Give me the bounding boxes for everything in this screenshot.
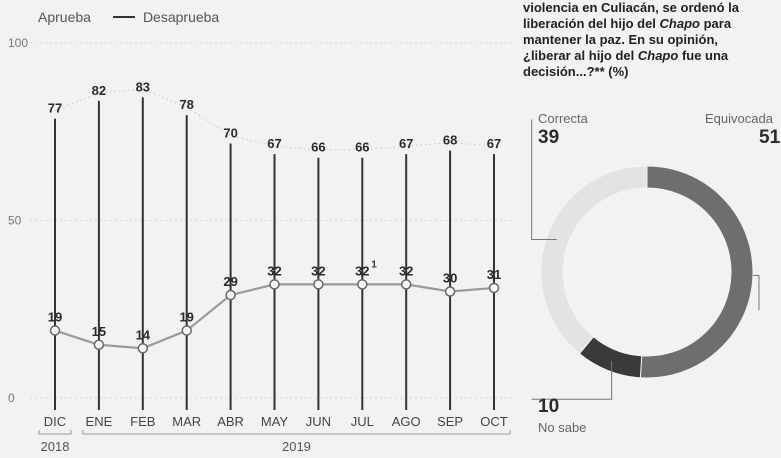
leader-line: [531, 361, 613, 400]
approval-line-chart: 0 50 100 77 82 83 78 70 67 66 66 67 68 67 19 15 14 19 29 32…: [8, 36, 512, 454]
donut-slice-equivocada: [639, 165, 754, 379]
approve-point-sep: [444, 286, 456, 297]
approve-point-oct: [488, 282, 500, 294]
approve-point-feb: [137, 343, 149, 354]
approve-point-jun: [313, 279, 324, 290]
approve-value-label: 32: [355, 263, 369, 278]
y-tick-label: 50: [8, 214, 22, 228]
question-line-2: liberación del hijo del Chapo para: [523, 16, 773, 32]
question-line-4: ¿liberar al hijo del Chapo fue una: [523, 48, 773, 64]
donut-slice-correcta: [540, 165, 648, 355]
x-tick-label-dic: DIC: [44, 414, 66, 429]
disapprove-value-label: 83: [136, 79, 150, 94]
x-tick-label-feb: FEB: [130, 414, 155, 429]
legend-disapprove-line-icon: [112, 16, 135, 18]
donut-value-correcta: 39: [538, 127, 560, 148]
x-tick-label-abr: ABR: [217, 414, 244, 429]
approve-point-dic: [49, 325, 61, 336]
disapprove-value-label: 67: [487, 136, 501, 151]
year-label: 2018: [41, 439, 70, 454]
y-tick-label: 100: [8, 36, 28, 50]
survey-question: violencia en Culiacán, se ordenó la libe…: [523, 0, 773, 80]
question-line-5: decisión...?** (%): [523, 64, 629, 79]
question-line-2-b: para: [699, 16, 732, 31]
disapprove-value-label: 66: [311, 140, 325, 155]
donut-value-equivocada: 51: [759, 127, 781, 148]
approve-point-may: [269, 279, 280, 290]
approve-value-label: 19: [179, 310, 193, 325]
x-tick-label-ago: AGO: [392, 414, 421, 429]
disapprove-value-label: 67: [399, 136, 413, 151]
y-tick-label: 0: [8, 391, 15, 405]
approve-value-label: 30: [443, 271, 457, 286]
approve-value-label: 15: [92, 324, 106, 339]
year-bracket: [38, 430, 72, 435]
decision-donut-chart: [531, 119, 760, 400]
question-line-4-b: fue una: [678, 48, 729, 63]
annotation-label: 1: [371, 259, 377, 270]
disapprove-value-label: 70: [223, 126, 237, 141]
year-bracket: [82, 430, 511, 435]
approve-point-ago: [400, 279, 412, 290]
question-line-3: mantener la paz. En su opinión,: [523, 32, 719, 47]
question-line-2-em: Chapo: [659, 16, 700, 31]
disapprove-value-label: 78: [179, 97, 193, 112]
donut-label-no-sabe: No sabe: [538, 420, 587, 435]
legend-approve-label: Aprueba: [38, 9, 91, 25]
leader-line: [531, 119, 557, 240]
x-tick-label-mar: MAR: [172, 414, 201, 429]
approve-value-label: 14: [136, 327, 151, 342]
leader-line: [752, 274, 760, 311]
question-line-2-a: liberación del hijo del: [523, 16, 660, 31]
approve-value-label: 29: [223, 274, 237, 289]
x-tick-label-jul: JUL: [351, 414, 374, 429]
approve-value-label: 19: [48, 310, 62, 325]
approve-value-label: 32: [267, 263, 281, 278]
x-tick-label-may: MAY: [261, 414, 289, 429]
year-label: 2019: [282, 439, 311, 454]
question-line-4-em: Chapo: [637, 48, 679, 63]
approve-value-label: 32: [311, 263, 325, 278]
disapprove-series-line: [54, 88, 495, 151]
approve-point-ene: [93, 339, 105, 350]
chart-legend: Aprueba Desaprueba: [38, 9, 219, 25]
donut-label-correcta: Correcta: [538, 111, 588, 126]
question-line-4-a: ¿liberar al hijo del: [523, 48, 638, 63]
disapprove-value-label: 66: [355, 140, 369, 155]
approve-point-mar: [181, 325, 192, 336]
disapprove-value-label: 67: [267, 136, 281, 151]
approve-value-label: 32: [399, 263, 413, 278]
disapprove-value-label: 77: [48, 101, 62, 116]
disapprove-value-label: 82: [92, 83, 106, 98]
approve-point-abr: [225, 289, 236, 301]
x-tick-label-oct: OCT: [480, 414, 508, 429]
approve-point-jul: [357, 279, 368, 290]
legend-disapprove-label: Desaprueba: [142, 9, 220, 25]
donut-value-no-sabe: 10: [538, 396, 560, 417]
x-tick-label-sep: SEP: [437, 414, 463, 429]
x-tick-label-ene: ENE: [86, 414, 113, 429]
donut-label-equivocada: Equivocada: [705, 111, 773, 126]
question-line-1: violencia en Culiacán, se ordenó la: [523, 0, 740, 15]
disapprove-value-label: 68: [443, 133, 457, 148]
x-tick-label-jun: JUN: [306, 414, 331, 429]
approve-value-label: 31: [487, 267, 501, 282]
